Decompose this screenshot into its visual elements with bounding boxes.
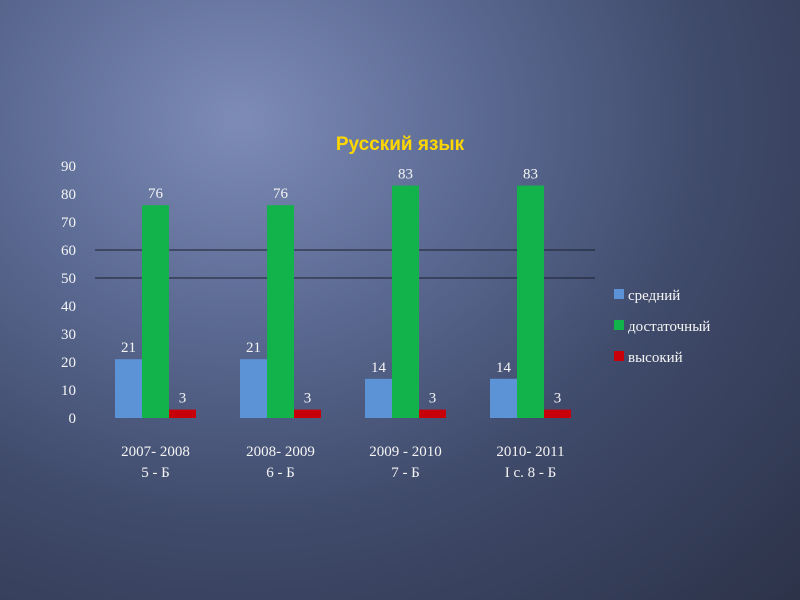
data-label: 3 bbox=[554, 391, 562, 407]
y-tick-label: 80 bbox=[61, 187, 76, 203]
bar-средний-3 bbox=[490, 378, 517, 418]
data-label: 21 bbox=[121, 340, 136, 356]
bar-высокий-1 bbox=[294, 409, 321, 418]
y-tick-label: 60 bbox=[61, 243, 76, 259]
gridlines bbox=[95, 249, 595, 279]
data-label: 83 bbox=[398, 167, 413, 183]
bar-средний-2 bbox=[365, 378, 392, 418]
data-label: 3 bbox=[429, 391, 437, 407]
x-axis: 2007- 2008 5 - Б 2008- 2009 6 - Б 2009 - 201… bbox=[121, 444, 564, 481]
data-label: 21 bbox=[246, 340, 261, 356]
data-label: 3 bbox=[179, 391, 187, 407]
category-label: 2010- 2011 bbox=[496, 444, 564, 460]
bar-достаточный-1 bbox=[267, 205, 294, 418]
y-tick-label: 90 bbox=[61, 159, 76, 175]
bar-достаточный-3 bbox=[517, 185, 544, 418]
y-tick-label: 50 bbox=[61, 271, 76, 287]
bar-средний-0 bbox=[115, 359, 142, 418]
data-label: 14 bbox=[496, 360, 512, 376]
y-tick-label: 30 bbox=[61, 327, 76, 343]
data-label: 76 bbox=[273, 186, 289, 202]
data-label: 3 bbox=[304, 391, 312, 407]
chart-title: Русский язык bbox=[336, 134, 465, 155]
y-tick-label: 0 bbox=[69, 411, 77, 427]
category-label: 2009 - 2010 bbox=[369, 444, 442, 460]
data-labels: 21 76 3 21 76 3 14 83 3 14 83 3 bbox=[121, 167, 561, 407]
data-label: 76 bbox=[148, 186, 164, 202]
category-label: 6 - Б bbox=[266, 465, 295, 481]
legend-swatch-1 bbox=[614, 320, 624, 330]
y-tick-label: 20 bbox=[61, 355, 76, 371]
legend-label-1: достаточный bbox=[628, 319, 710, 335]
legend: средний достаточный высокий bbox=[614, 288, 710, 366]
category-label: 5 - Б bbox=[141, 465, 170, 481]
legend-label-2: высокий bbox=[628, 350, 683, 366]
legend-swatch-0 bbox=[614, 289, 624, 299]
bar-достаточный-2 bbox=[392, 185, 419, 418]
y-tick-label: 10 bbox=[61, 383, 76, 399]
data-label: 83 bbox=[523, 167, 538, 183]
category-label: I с. 8 - Б bbox=[505, 465, 557, 481]
legend-label-0: средний bbox=[628, 288, 680, 304]
y-axis: 0 10 20 30 40 50 60 70 80 90 bbox=[61, 159, 76, 427]
y-tick-label: 70 bbox=[61, 215, 76, 231]
bar-средний-1 bbox=[240, 359, 267, 418]
y-tick-label: 40 bbox=[61, 299, 76, 315]
legend-swatch-2 bbox=[614, 351, 624, 361]
bar-достаточный-0 bbox=[142, 205, 169, 418]
category-label: 2008- 2009 bbox=[246, 444, 315, 460]
bar-высокий-0 bbox=[169, 409, 196, 418]
data-label: 14 bbox=[371, 360, 387, 376]
bar-высокий-3 bbox=[544, 409, 571, 418]
bar-высокий-2 bbox=[419, 409, 446, 418]
category-label: 7 - Б bbox=[391, 465, 420, 481]
bars bbox=[115, 185, 571, 418]
category-label: 2007- 2008 bbox=[121, 444, 190, 460]
